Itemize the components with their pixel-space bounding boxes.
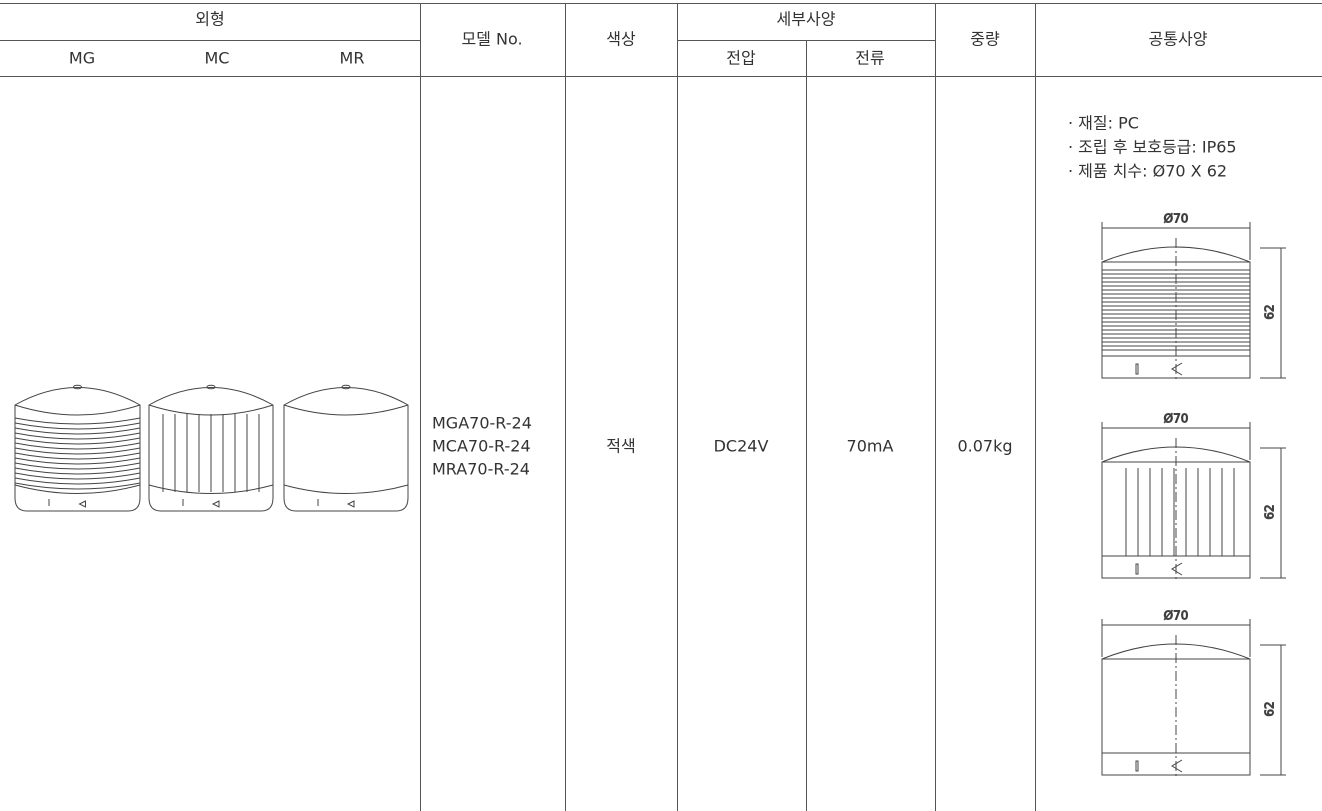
dimension-drawing: Ø70 62 <box>1101 211 1286 382</box>
spec-line: · 조립 후 보호등급: IP65 <box>1068 138 1237 157</box>
spec-line: · 재질: PC <box>1068 114 1139 133</box>
dim-diameter: Ø70 <box>1164 609 1189 623</box>
spec-line: · 제품 치수: Ø70 X 62 <box>1068 162 1227 181</box>
dimension-drawing: Ø70 62 <box>1101 411 1286 582</box>
dim-height: 62 <box>1263 504 1277 519</box>
drawing-mark <box>1135 363 1139 375</box>
product-image <box>14 384 141 512</box>
product-rib <box>14 442 141 450</box>
drawing-arrow <box>1171 362 1183 376</box>
product-rib <box>14 417 141 425</box>
product-outline <box>283 387 409 512</box>
product-base <box>283 484 409 494</box>
product-top <box>148 404 274 416</box>
product-rib <box>14 422 141 430</box>
sub-header: MG <box>69 49 95 68</box>
body-cell: DC24V <box>714 437 769 456</box>
product-image <box>148 384 274 512</box>
product-rib <box>14 432 141 440</box>
body-cell: 0.07kg <box>957 437 1012 456</box>
product-rib <box>14 472 141 480</box>
dim-height: 62 <box>1263 701 1277 716</box>
product-rib <box>14 452 141 460</box>
product-image <box>283 384 409 512</box>
sub-header: MR <box>340 49 365 68</box>
header-cell: 공통사양 <box>1149 30 1208 49</box>
product-arrow <box>346 500 355 508</box>
product-hole <box>341 384 351 390</box>
dimension-drawing: Ø70 62 <box>1101 608 1286 779</box>
product-hole <box>206 384 216 390</box>
product-rib <box>14 467 141 475</box>
body-cell: 적색 <box>606 437 635 456</box>
drawing-arrow <box>1171 562 1183 576</box>
dim-height: 62 <box>1263 304 1277 319</box>
body-cell: 70mA <box>847 437 894 456</box>
product-hole <box>73 384 82 390</box>
sub-header: 전류 <box>855 49 884 68</box>
header-cell: 중량 <box>970 30 1000 49</box>
product-rib <box>14 427 141 435</box>
product-outline <box>14 387 141 512</box>
sub-header: 전압 <box>726 49 756 68</box>
drawing-mark <box>1135 760 1139 772</box>
product-rib <box>14 437 141 445</box>
product-rib <box>14 457 141 465</box>
header-cell: 색상 <box>606 30 636 49</box>
product-rib <box>14 477 141 485</box>
header-cell: 외형 <box>195 10 224 29</box>
header-cell: 모델 No. <box>461 30 522 49</box>
model-number: MCA70-R-24 <box>432 437 531 456</box>
sub-header: MC <box>205 49 230 68</box>
product-arrow <box>78 500 86 508</box>
header-cell: 세부사양 <box>777 10 836 29</box>
model-number: MRA70-R-24 <box>432 460 530 479</box>
drawing-mark <box>1135 563 1139 575</box>
product-base <box>14 484 141 494</box>
product-rib <box>14 447 141 455</box>
dim-diameter: Ø70 <box>1164 212 1189 226</box>
drawing-arrow <box>1171 759 1183 773</box>
product-arrow <box>211 500 220 508</box>
dim-diameter: Ø70 <box>1164 412 1189 426</box>
model-number: MGA70-R-24 <box>432 414 532 433</box>
product-top <box>14 404 141 416</box>
product-rib <box>14 482 141 490</box>
product-top <box>283 404 409 416</box>
product-outline <box>148 387 274 512</box>
product-rib <box>14 462 141 470</box>
table-rules <box>0 3 1322 811</box>
